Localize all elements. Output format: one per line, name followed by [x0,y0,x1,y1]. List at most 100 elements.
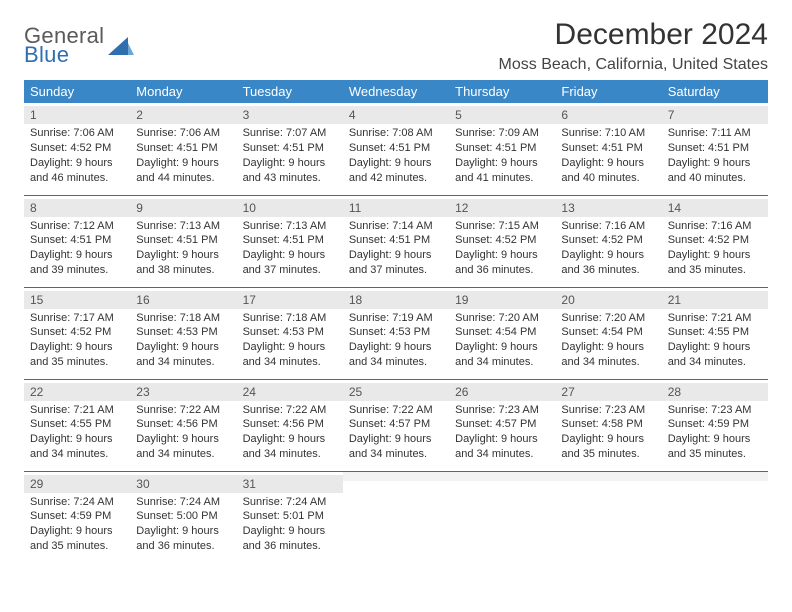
day-content: 18Sunrise: 7:19 AMSunset: 4:53 PMDayligh… [343,288,449,376]
daylight-line: Daylight: 9 hours and 42 minutes. [349,156,443,186]
day-cell: 13Sunrise: 7:16 AMSunset: 4:52 PMDayligh… [555,195,661,287]
day-cell: 1Sunrise: 7:06 AMSunset: 4:52 PMDaylight… [24,103,130,195]
day-content: 11Sunrise: 7:14 AMSunset: 4:51 PMDayligh… [343,196,449,284]
daylight-line: Daylight: 9 hours and 34 minutes. [349,432,443,462]
sunrise-line: Sunrise: 7:15 AM [455,219,549,234]
weekday-header: Thursday [449,80,555,103]
month-title: December 2024 [499,18,768,52]
sunrise-line: Sunrise: 7:16 AM [668,219,762,234]
daylight-line: Daylight: 9 hours and 34 minutes. [136,432,230,462]
day-number: 17 [237,291,343,309]
weekday-header: Monday [130,80,236,103]
day-number: 21 [662,291,768,309]
daylight-line: Daylight: 9 hours and 34 minutes. [668,340,762,370]
sunset-line: Sunset: 4:55 PM [30,417,124,432]
day-cell [343,471,449,563]
day-content: 7Sunrise: 7:11 AMSunset: 4:51 PMDaylight… [662,103,768,191]
day-cell: 15Sunrise: 7:17 AMSunset: 4:52 PMDayligh… [24,287,130,379]
day-content: 2Sunrise: 7:06 AMSunset: 4:51 PMDaylight… [130,103,236,191]
sunrise-line: Sunrise: 7:12 AM [30,219,124,234]
weekday-header: Tuesday [237,80,343,103]
daylight-line: Daylight: 9 hours and 34 minutes. [349,340,443,370]
sunset-line: Sunset: 4:52 PM [455,233,549,248]
daylight-line: Daylight: 9 hours and 34 minutes. [243,432,337,462]
day-cell: 11Sunrise: 7:14 AMSunset: 4:51 PMDayligh… [343,195,449,287]
day-content: 14Sunrise: 7:16 AMSunset: 4:52 PMDayligh… [662,196,768,284]
day-number: 22 [24,383,130,401]
day-cell: 4Sunrise: 7:08 AMSunset: 4:51 PMDaylight… [343,103,449,195]
day-cell: 17Sunrise: 7:18 AMSunset: 4:53 PMDayligh… [237,287,343,379]
week-row: 8Sunrise: 7:12 AMSunset: 4:51 PMDaylight… [24,195,768,287]
day-content: 4Sunrise: 7:08 AMSunset: 4:51 PMDaylight… [343,103,449,191]
sunrise-line: Sunrise: 7:18 AM [136,311,230,326]
day-cell [662,471,768,563]
daylight-line: Daylight: 9 hours and 44 minutes. [136,156,230,186]
sunset-line: Sunset: 4:52 PM [30,325,124,340]
day-cell: 2Sunrise: 7:06 AMSunset: 4:51 PMDaylight… [130,103,236,195]
day-number: 12 [449,199,555,217]
day-content: 17Sunrise: 7:18 AMSunset: 4:53 PMDayligh… [237,288,343,376]
title-block: December 2024 Moss Beach, California, Un… [499,18,768,74]
day-content: 6Sunrise: 7:10 AMSunset: 4:51 PMDaylight… [555,103,661,191]
calendar-page: General Blue December 2024 Moss Beach, C… [0,0,792,563]
daylight-line: Daylight: 9 hours and 36 minutes. [243,524,337,554]
day-content: 20Sunrise: 7:20 AMSunset: 4:54 PMDayligh… [555,288,661,376]
day-cell: 31Sunrise: 7:24 AMSunset: 5:01 PMDayligh… [237,471,343,563]
weekday-header: Sunday [24,80,130,103]
day-content: 27 Sunrise: 7:23 AMSunset: 4:58 PMDayligh… [555,380,661,468]
weekday-header: Saturday [662,80,768,103]
empty-day [343,472,449,481]
day-content: 21Sunrise: 7:21 AMSunset: 4:55 PMDayligh… [662,288,768,376]
day-cell: 19Sunrise: 7:20 AMSunset: 4:54 PMDayligh… [449,287,555,379]
sunrise-line: Sunrise: 7:24 AM [30,495,124,510]
sunrise-line: Sunrise: 7:14 AM [349,219,443,234]
day-cell: 26Sunrise: 7:23 AMSunset: 4:57 PMDayligh… [449,379,555,471]
daylight-line: Daylight: 9 hours and 37 minutes. [243,248,337,278]
sunrise-line: Sunrise: 7:07 AM [243,126,337,141]
day-cell: 14Sunrise: 7:16 AMSunset: 4:52 PMDayligh… [662,195,768,287]
day-number: 16 [130,291,236,309]
day-cell: 20Sunrise: 7:20 AMSunset: 4:54 PMDayligh… [555,287,661,379]
day-cell: 25Sunrise: 7:22 AMSunset: 4:57 PMDayligh… [343,379,449,471]
day-cell: 12Sunrise: 7:15 AMSunset: 4:52 PMDayligh… [449,195,555,287]
sunrise-line: Sunrise: 7:13 AM [243,219,337,234]
sunrise-line: Sunrise: 7:23 AM [455,403,549,418]
sunrise-line: Sunrise: 7:16 AM [561,219,655,234]
daylight-line: Daylight: 9 hours and 35 minutes. [561,432,655,462]
daylight-line: Daylight: 9 hours and 39 minutes. [30,248,124,278]
sunrise-line: Sunrise: 7:06 AM [30,126,124,141]
day-number: 23 [130,383,236,401]
weekday-header: Friday [555,80,661,103]
day-number: 26 [449,383,555,401]
daylight-line: Daylight: 9 hours and 34 minutes. [136,340,230,370]
daylight-line: Daylight: 9 hours and 34 minutes. [455,340,549,370]
sunrise-line: Sunrise: 7:23 AM [561,403,655,418]
day-number: 29 [24,475,130,493]
sunrise-line: Sunrise: 7:20 AM [561,311,655,326]
sunset-line: Sunset: 4:54 PM [561,325,655,340]
sunset-line: Sunset: 4:51 PM [668,141,762,156]
sunrise-line: Sunrise: 7:23 AM [668,403,762,418]
day-content: 1Sunrise: 7:06 AMSunset: 4:52 PMDaylight… [24,103,130,191]
daylight-line: Daylight: 9 hours and 34 minutes. [30,432,124,462]
day-cell: 6Sunrise: 7:10 AMSunset: 4:51 PMDaylight… [555,103,661,195]
sunset-line: Sunset: 4:51 PM [243,141,337,156]
day-cell: 21Sunrise: 7:21 AMSunset: 4:55 PMDayligh… [662,287,768,379]
brand-line2: Blue [24,43,104,66]
day-content: 5Sunrise: 7:09 AMSunset: 4:51 PMDaylight… [449,103,555,191]
daylight-line: Daylight: 9 hours and 35 minutes. [30,524,124,554]
sunrise-line: Sunrise: 7:19 AM [349,311,443,326]
day-cell: 30Sunrise: 7:24 AMSunset: 5:00 PMDayligh… [130,471,236,563]
daylight-line: Daylight: 9 hours and 34 minutes. [455,432,549,462]
day-number: 27 [555,383,661,401]
daylight-line: Daylight: 9 hours and 40 minutes. [561,156,655,186]
day-number: 28 [662,383,768,401]
day-content: 12Sunrise: 7:15 AMSunset: 4:52 PMDayligh… [449,196,555,284]
sunset-line: Sunset: 4:58 PM [561,417,655,432]
daylight-line: Daylight: 9 hours and 41 minutes. [455,156,549,186]
sunset-line: Sunset: 4:59 PM [668,417,762,432]
daylight-line: Daylight: 9 hours and 36 minutes. [561,248,655,278]
sunset-line: Sunset: 4:52 PM [30,141,124,156]
empty-day [662,472,768,481]
day-cell [555,471,661,563]
